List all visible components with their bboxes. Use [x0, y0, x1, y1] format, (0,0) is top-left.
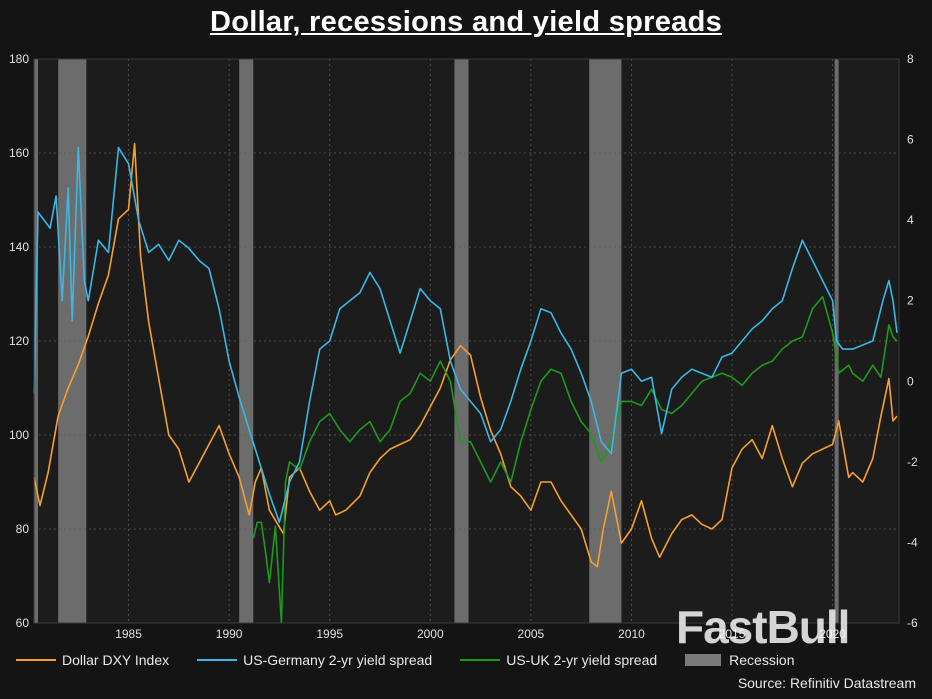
legend-swatch-us-uk [460, 659, 501, 661]
legend-swatch-us-germany [197, 659, 238, 661]
dxy-line [33, 142, 898, 568]
y-left-tick-label: 140 [9, 240, 29, 254]
legend-swatch-dxy [16, 659, 56, 661]
x-tick-label: 2005 [518, 627, 545, 640]
legend-label-dxy: Dollar DXY Index [62, 652, 170, 668]
y-left-tick-label: 100 [9, 428, 29, 442]
legend-label-recession: Recession [729, 652, 795, 668]
recession-band-4 [454, 59, 469, 623]
legend-item-dxy[interactable]: Dollar DXY Index [16, 652, 169, 668]
recession-band-1 [34, 59, 39, 623]
x-tick-label: 2010 [618, 627, 645, 640]
axes: 60 80 100 120 140 160 180 -6 -4 -2 0 2 4 6 8 1985 1990 19… [9, 52, 918, 640]
legend: Dollar DXY Index US-Germany 2-yr yield s… [16, 651, 823, 669]
legend-item-us-uk[interactable]: US-UK 2-yr yield spread [460, 652, 657, 668]
legend-label-us-uk: US-UK 2-yr yield spread [506, 652, 658, 668]
watermark-logo: FastBull [676, 601, 850, 653]
y-right-tick-label: -4 [907, 535, 918, 549]
legend-item-recession[interactable]: Recession [685, 652, 795, 668]
y-right-tick-label: 0 [907, 374, 914, 388]
x-tick-label: 2015 [719, 627, 746, 640]
x-tick-label: 2000 [417, 627, 444, 640]
y-right-tick-label: 6 [907, 133, 914, 147]
x-tick-label: 2020 [819, 627, 846, 640]
y-right-tick-label: -6 [907, 616, 918, 630]
recession-band-3 [239, 59, 254, 623]
y-left-tick-label: 160 [9, 146, 29, 160]
series-lines [33, 142, 898, 624]
y-right-tick-label: -2 [907, 455, 918, 469]
y-right-tick-label: 4 [907, 213, 914, 227]
x-tick-label: 1985 [115, 627, 142, 640]
plot-border [33, 58, 900, 624]
y-right-tick-label: 2 [907, 294, 914, 308]
recession-band-2 [58, 59, 87, 623]
chart-title: Dollar, recessions and yield spreads [209, 6, 723, 38]
y-left-tick-label: 180 [9, 52, 29, 66]
us-uk-line [252, 295, 898, 624]
y-left-tick-label: 60 [16, 616, 30, 630]
x-tick-label: 1990 [216, 627, 243, 640]
us-germany-line [33, 146, 898, 524]
legend-label-us-germany: US-Germany 2-yr yield spread [243, 652, 433, 668]
y-right-tick-label: 8 [907, 52, 914, 66]
chart: 60 80 100 120 140 160 180 -6 -4 -2 0 2 4 6 8 1985 1990 19… [9, 52, 918, 640]
legend-item-us-germany[interactable]: US-Germany 2-yr yield spread [197, 652, 432, 668]
source-note: Source: Refinitiv Datastream [737, 675, 916, 691]
legend-swatch-recession [685, 654, 722, 666]
y-left-tick-label: 120 [9, 334, 29, 348]
y-left-tick-label: 80 [16, 522, 30, 536]
x-tick-label: 1995 [316, 627, 343, 640]
